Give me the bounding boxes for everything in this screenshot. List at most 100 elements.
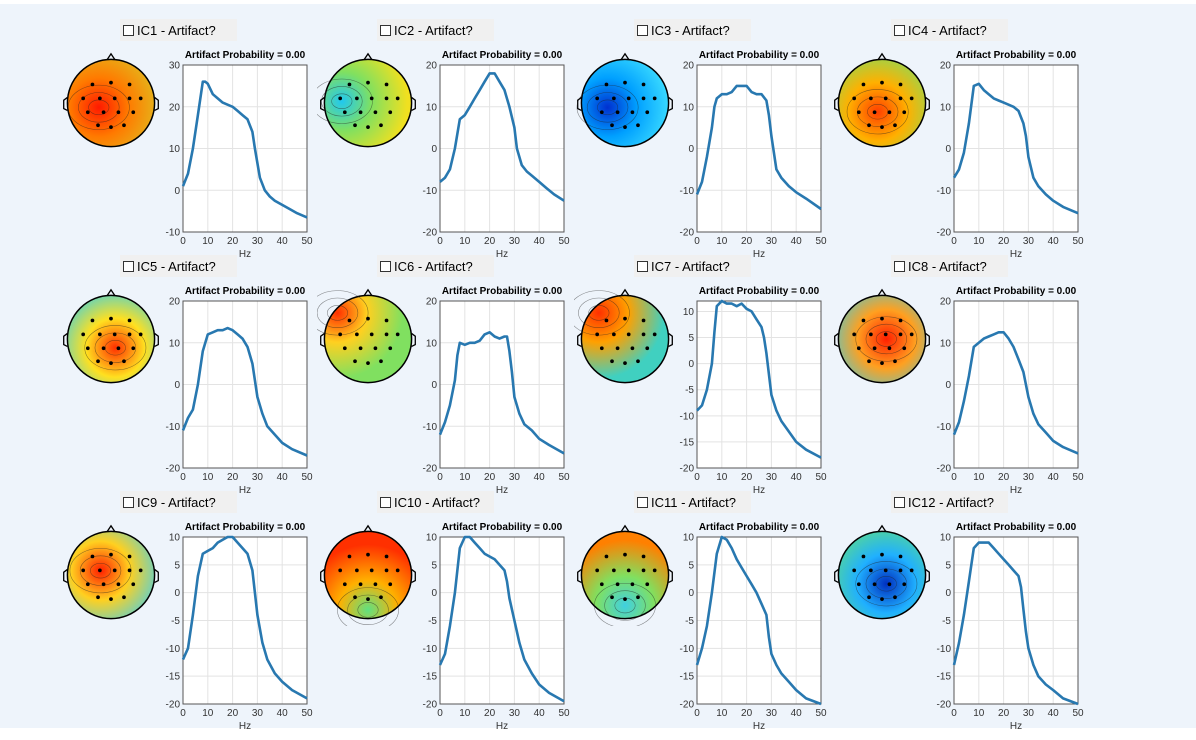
checkbox-box[interactable]	[637, 260, 648, 272]
x-axis-label: Hz	[239, 485, 251, 496]
ic-panel: IC11 - Artifact? Artifact Probability = 0…	[577, 491, 894, 734]
artifact-checkbox[interactable]: IC8 - Artifact?	[891, 255, 1008, 277]
artifact-checkbox[interactable]: IC4 - Artifact?	[891, 19, 1008, 41]
x-tick-label: 10	[973, 472, 985, 483]
power-spectrum-plot: Artifact Probability = 0.00 0 10 20 30 40 50 -2…	[680, 50, 827, 260]
artifact-probability-title: Artifact Probability = 0.00	[185, 522, 306, 533]
y-tick-label: 10	[426, 102, 438, 113]
checkbox-box[interactable]	[380, 496, 391, 508]
plot-frame	[953, 64, 1079, 233]
y-tick-label: 20	[426, 61, 438, 72]
y-tick-label: -15	[680, 437, 695, 448]
x-tick-label: 20	[227, 708, 239, 719]
ic-panel: IC12 - Artifact? Artifact Probability = 0…	[834, 491, 1151, 734]
checkbox-box[interactable]	[380, 24, 391, 36]
artifact-probability-title: Artifact Probability = 0.00	[185, 50, 306, 61]
x-tick-label: 50	[301, 472, 313, 483]
x-tick-label: 30	[252, 236, 264, 247]
scalp-topography-map	[574, 288, 673, 384]
power-spectrum-plot: Artifact Probability = 0.00 0 10 20 30 40 50 -2…	[423, 286, 570, 496]
y-tick-label: -20	[937, 228, 952, 239]
y-tick-label: 0	[688, 144, 694, 155]
artifact-checkbox[interactable]: IC6 - Artifact?	[377, 255, 494, 277]
artifact-probability-title: Artifact Probability = 0.00	[956, 50, 1077, 61]
checkbox-box[interactable]	[380, 260, 391, 272]
x-tick-label: 0	[180, 472, 186, 483]
plot-frame	[182, 300, 308, 469]
x-axis-label: Hz	[1010, 249, 1022, 260]
x-tick-label: 40	[534, 472, 546, 483]
x-tick-label: 0	[951, 472, 957, 483]
artifact-checkbox[interactable]: IC9 - Artifact?	[120, 491, 237, 513]
y-tick-label: 5	[431, 560, 437, 571]
x-tick-label: 0	[951, 236, 957, 247]
y-tick-label: -5	[171, 616, 180, 627]
x-tick-label: 20	[998, 472, 1010, 483]
y-tick-label: 0	[688, 588, 694, 599]
y-tick-label: 30	[169, 61, 181, 72]
checkbox-label: IC5 - Artifact?	[137, 258, 216, 274]
checkbox-box[interactable]	[123, 260, 134, 272]
y-tick-label: 10	[169, 338, 181, 349]
checkbox-box[interactable]	[637, 496, 648, 508]
checkbox-box[interactable]	[637, 24, 648, 36]
x-tick-label: 30	[509, 236, 521, 247]
scalp-topography-map	[317, 288, 416, 384]
checkbox-box[interactable]	[894, 24, 905, 36]
y-tick-label: -10	[680, 644, 695, 655]
x-tick-label: 0	[180, 708, 186, 719]
x-tick-label: 10	[973, 708, 985, 719]
ic-panel: IC4 - Artifact? Artifact Probability = 0.…	[834, 19, 1151, 262]
artifact-checkbox[interactable]: IC12 - Artifact?	[891, 491, 1008, 513]
power-spectrum-plot: Artifact Probability = 0.00 0 10 20 30 40 50 -1…	[166, 50, 313, 260]
ic-panel: IC3 - Artifact? Artifact Probability = 0.…	[576, 19, 894, 262]
x-tick-label: 40	[277, 472, 289, 483]
ic-panel: IC10 - Artifact? Artifact Probability = 0…	[320, 491, 637, 734]
power-spectrum-plot: Artifact Probability = 0.00 0 10 20 30 40 50 -2…	[423, 50, 570, 260]
scalp-topography-map	[576, 52, 673, 148]
y-tick-label: 0	[688, 359, 694, 370]
artifact-checkbox[interactable]: IC5 - Artifact?	[120, 255, 237, 277]
y-tick-label: 10	[169, 144, 181, 155]
x-tick-label: 40	[534, 236, 546, 247]
y-tick-label: 20	[683, 61, 695, 72]
artifact-checkbox[interactable]: IC10 - Artifact?	[377, 491, 494, 513]
artifact-checkbox[interactable]: IC2 - Artifact?	[377, 19, 494, 41]
plot-frame	[696, 64, 822, 233]
x-tick-label: 0	[694, 472, 700, 483]
y-tick-label: 5	[688, 560, 694, 571]
checkbox-box[interactable]	[123, 496, 134, 508]
y-tick-label: 20	[940, 61, 952, 72]
x-axis-label: Hz	[753, 721, 765, 732]
x-tick-label: 10	[459, 236, 471, 247]
artifact-probability-title: Artifact Probability = 0.00	[699, 522, 820, 533]
artifact-checkbox[interactable]: IC3 - Artifact?	[634, 19, 751, 41]
checkbox-box[interactable]	[894, 260, 905, 272]
x-tick-label: 20	[998, 708, 1010, 719]
y-tick-label: -10	[937, 644, 952, 655]
y-tick-label: 0	[431, 588, 437, 599]
ic-panel: IC9 - Artifact? Artifact Probability = 0.…	[63, 491, 380, 734]
spectrum-line	[181, 535, 308, 700]
x-tick-label: 30	[766, 708, 778, 719]
checkbox-box[interactable]	[894, 496, 905, 508]
artifact-checkbox[interactable]: IC7 - Artifact?	[634, 255, 751, 277]
artifact-checkbox[interactable]: IC1 - Artifact?	[120, 19, 237, 41]
spectrum-line	[181, 326, 308, 457]
y-tick-label: 20	[169, 102, 181, 113]
x-tick-label: 50	[815, 472, 827, 483]
plot-frame	[182, 536, 308, 705]
x-tick-label: 40	[534, 708, 546, 719]
ic-panel: IC2 - Artifact? Artifact Probability = 0.…	[317, 19, 637, 262]
y-tick-label: -5	[685, 616, 694, 627]
y-tick-label: -15	[423, 672, 438, 683]
artifact-checkbox[interactable]: IC11 - Artifact?	[634, 491, 751, 513]
x-tick-label: 10	[716, 472, 728, 483]
x-tick-label: 50	[301, 236, 313, 247]
checkbox-box[interactable]	[123, 24, 134, 36]
y-tick-label: -20	[680, 464, 695, 475]
y-tick-label: 20	[426, 297, 438, 308]
y-tick-label: 10	[940, 338, 952, 349]
y-tick-label: -10	[166, 422, 181, 433]
scalp-topography-map	[834, 288, 930, 384]
